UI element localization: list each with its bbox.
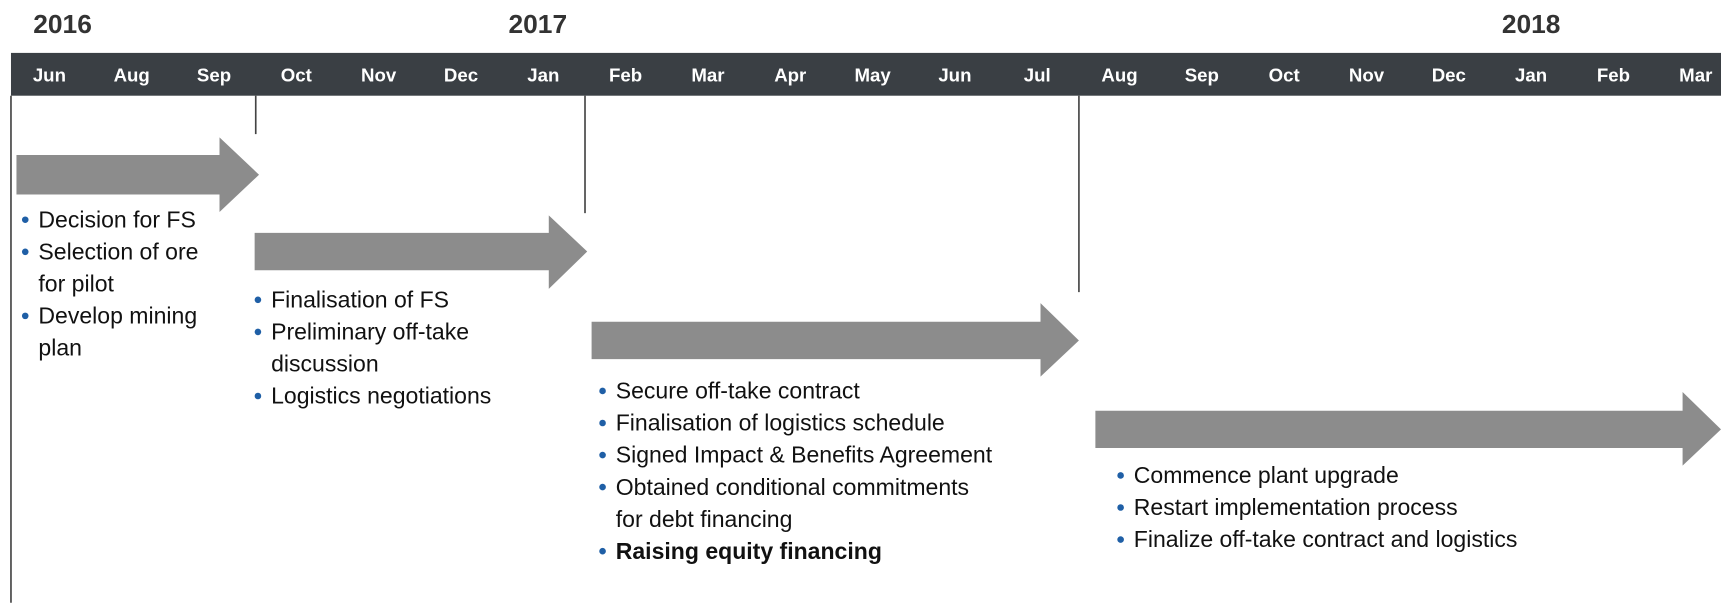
month-label: Oct (1269, 64, 1300, 85)
bullet (254, 296, 262, 304)
month-label: Mar (1679, 64, 1712, 85)
month-label: Dec (1432, 64, 1466, 85)
bullet (599, 547, 606, 555)
bullet (1117, 472, 1124, 479)
bullet-text: Obtained conditional commitments (616, 474, 969, 500)
month-label: Aug (114, 64, 150, 85)
month-label: Oct (281, 64, 312, 85)
bullet (599, 419, 606, 427)
bullet-text: Restart implementation process (1134, 494, 1458, 520)
month-label: Sep (197, 64, 231, 85)
bullet (21, 248, 29, 256)
bullet-text: Preliminary off-take (271, 319, 469, 345)
bullet-text: Raising equity financing (616, 538, 882, 564)
bullet (599, 387, 606, 395)
bullet-text: Decision for FS (38, 206, 195, 232)
bullet (599, 451, 606, 459)
phase-arrow (1095, 392, 1721, 466)
phase-arrow (591, 303, 1079, 377)
bullet-text: Finalisation of logistics schedule (616, 410, 945, 436)
bullet-text: Finalisation of FS (271, 287, 449, 313)
month-bar (10, 52, 1721, 96)
year-label: 2018 (1502, 9, 1561, 39)
bullet-text: Signed Impact & Benefits Agreement (616, 442, 993, 468)
bullet-text: Finalize off-take contract and logistics (1134, 526, 1518, 552)
bullet (1117, 504, 1124, 511)
year-label: 2017 (509, 9, 568, 39)
year-label: 2016 (33, 9, 92, 39)
bullet-text: for pilot (38, 271, 114, 297)
month-label: Jan (1515, 64, 1547, 85)
month-label: Feb (609, 64, 642, 85)
month-label: Nov (1349, 64, 1385, 85)
month-label: Jun (33, 64, 66, 85)
month-label: Mar (691, 64, 724, 85)
month-label: Feb (1597, 64, 1630, 85)
bullet (599, 483, 606, 491)
month-label: Nov (361, 64, 397, 85)
bullet (254, 328, 262, 336)
bullet-text: Secure off-take contract (616, 378, 861, 404)
month-label: Dec (444, 64, 478, 85)
bullet-text: Develop mining (38, 303, 197, 329)
month-label: Jan (527, 64, 559, 85)
month-label: Sep (1185, 64, 1219, 85)
phase-arrow (16, 137, 260, 213)
phase-arrow (254, 215, 588, 289)
month-label: Jul (1024, 64, 1051, 85)
month-label: Jun (938, 64, 971, 85)
bullet (21, 216, 29, 224)
bullet-text: Selection of ore (38, 238, 198, 264)
bullet (254, 392, 262, 400)
bullet-text: discussion (271, 351, 379, 377)
bullet-text: Logistics negotiations (271, 383, 491, 409)
bullet (21, 312, 29, 320)
month-label: May (854, 64, 891, 85)
bullet-text: plan (38, 335, 82, 361)
bullet (1117, 536, 1124, 543)
month-label: Aug (1101, 64, 1137, 85)
bullet-text: Commence plant upgrade (1134, 462, 1399, 488)
bullet-text: for debt financing (616, 506, 793, 532)
month-label: Apr (774, 64, 806, 85)
